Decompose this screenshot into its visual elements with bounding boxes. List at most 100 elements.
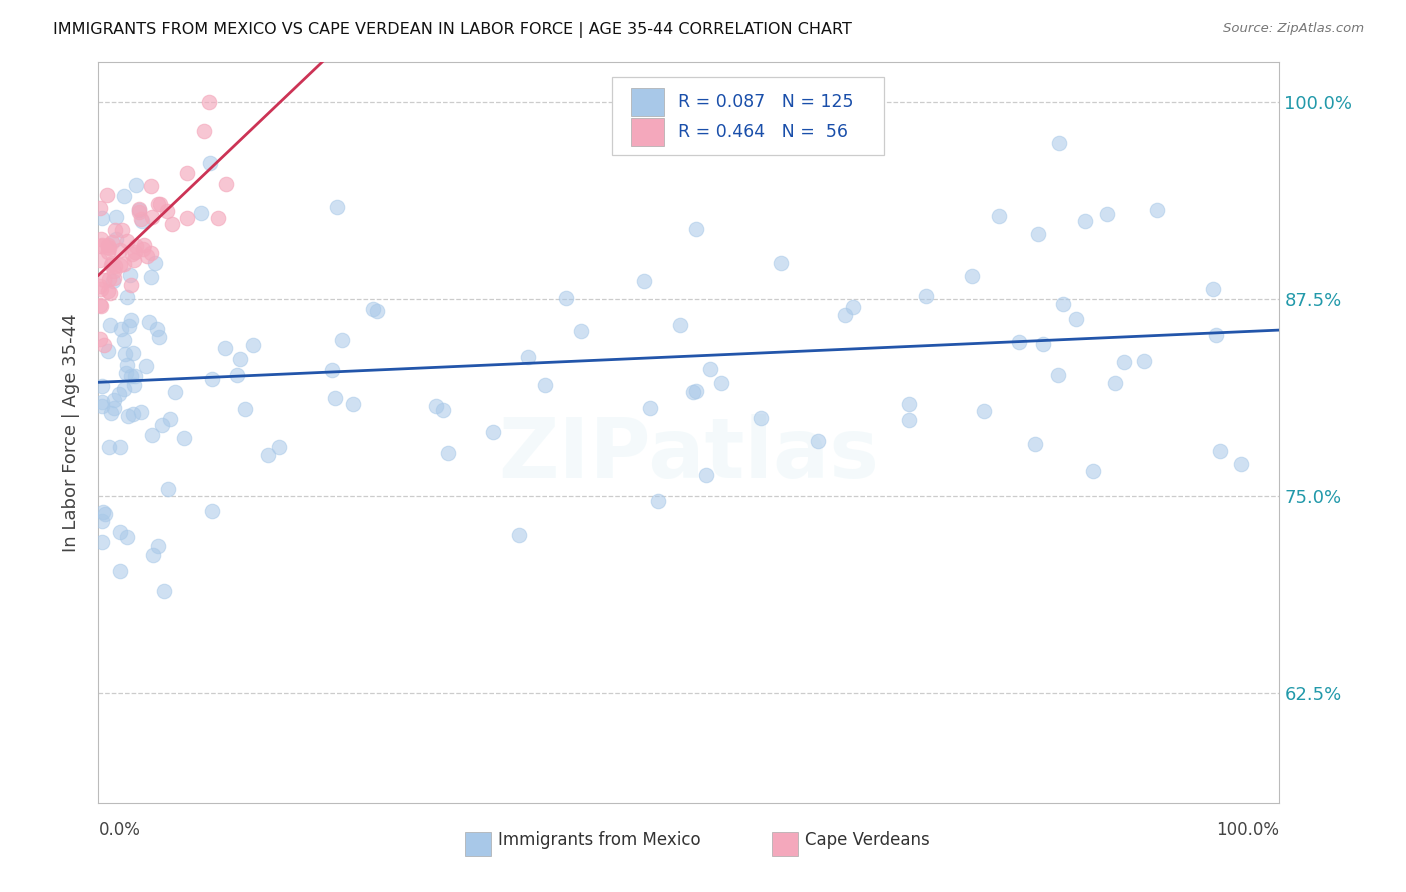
Point — [118, 318, 141, 333]
Point — [149, 196, 172, 211]
Point — [190, 206, 212, 220]
Point — [214, 342, 236, 356]
FancyBboxPatch shape — [631, 118, 664, 146]
Point — [710, 376, 733, 391]
Point — [770, 256, 793, 270]
Point — [207, 211, 229, 225]
Point — [103, 392, 125, 407]
Point — [103, 274, 125, 288]
Point — [699, 362, 721, 376]
Point — [120, 369, 142, 384]
Point — [321, 363, 343, 377]
Point — [235, 401, 257, 416]
Point — [669, 318, 692, 333]
Point — [121, 247, 143, 261]
Point — [1202, 282, 1225, 296]
Point — [176, 166, 198, 180]
Point — [93, 338, 115, 352]
Point — [103, 264, 125, 278]
Point — [517, 351, 540, 365]
Point — [108, 244, 131, 258]
Point — [257, 448, 280, 462]
Point — [104, 260, 127, 274]
FancyBboxPatch shape — [612, 78, 884, 155]
Point — [97, 239, 120, 253]
Point — [482, 425, 505, 439]
Text: Cape Verdeans: Cape Verdeans — [804, 830, 929, 849]
Point — [898, 413, 921, 427]
Point — [1074, 214, 1097, 228]
Point — [122, 252, 145, 267]
Point — [105, 232, 128, 246]
Point — [108, 386, 131, 401]
Point — [91, 211, 114, 225]
Point — [229, 352, 252, 367]
Text: Immigrants from Mexico: Immigrants from Mexico — [498, 830, 700, 849]
Point — [124, 244, 146, 259]
Point — [120, 277, 142, 292]
Point — [842, 300, 865, 314]
Point — [128, 205, 150, 219]
Point — [125, 178, 148, 193]
Point — [148, 330, 170, 344]
Point — [806, 434, 828, 448]
Point — [325, 392, 347, 406]
Text: ZIPatlas: ZIPatlas — [499, 414, 879, 495]
Point — [987, 209, 1010, 223]
Point — [200, 156, 222, 170]
Point — [156, 203, 179, 218]
Point — [100, 258, 122, 272]
Point — [103, 401, 125, 415]
Point — [97, 272, 120, 286]
Point — [89, 201, 111, 215]
Point — [342, 397, 364, 411]
Point — [685, 384, 707, 398]
Point — [141, 211, 163, 225]
Point — [114, 347, 136, 361]
Point — [89, 297, 111, 311]
Point — [330, 334, 353, 348]
Point — [534, 378, 557, 392]
Point — [122, 408, 145, 422]
Point — [148, 539, 170, 553]
Point — [97, 284, 120, 298]
Point — [193, 123, 215, 137]
Text: R = 0.087   N = 125: R = 0.087 N = 125 — [678, 94, 853, 112]
Point — [242, 338, 264, 352]
Point — [117, 409, 139, 423]
Point — [159, 412, 181, 426]
Point — [1052, 297, 1074, 311]
Point — [90, 231, 112, 245]
Point — [915, 289, 938, 303]
Point — [110, 223, 132, 237]
Point — [156, 482, 179, 496]
FancyBboxPatch shape — [464, 832, 491, 856]
Point — [633, 274, 655, 288]
Point — [91, 394, 114, 409]
Point — [1205, 328, 1227, 343]
Point — [647, 493, 669, 508]
Point — [361, 302, 384, 317]
Point — [150, 418, 173, 433]
Point — [146, 321, 169, 335]
Point — [97, 245, 120, 260]
Point — [326, 200, 349, 214]
Point — [112, 256, 135, 270]
Y-axis label: In Labor Force | Age 35-44: In Labor Force | Age 35-44 — [62, 313, 80, 552]
Point — [1112, 355, 1135, 369]
Point — [432, 403, 454, 417]
Point — [437, 446, 460, 460]
Point — [139, 270, 162, 285]
Point — [132, 238, 155, 252]
Point — [103, 270, 125, 285]
Point — [1133, 354, 1156, 368]
Point — [131, 242, 153, 256]
Point — [129, 405, 152, 419]
Point — [115, 290, 138, 304]
Point — [1095, 207, 1118, 221]
Text: R = 0.464   N =  56: R = 0.464 N = 56 — [678, 123, 848, 141]
Point — [89, 278, 111, 293]
Point — [91, 535, 114, 549]
Point — [834, 308, 856, 322]
Point — [115, 358, 138, 372]
